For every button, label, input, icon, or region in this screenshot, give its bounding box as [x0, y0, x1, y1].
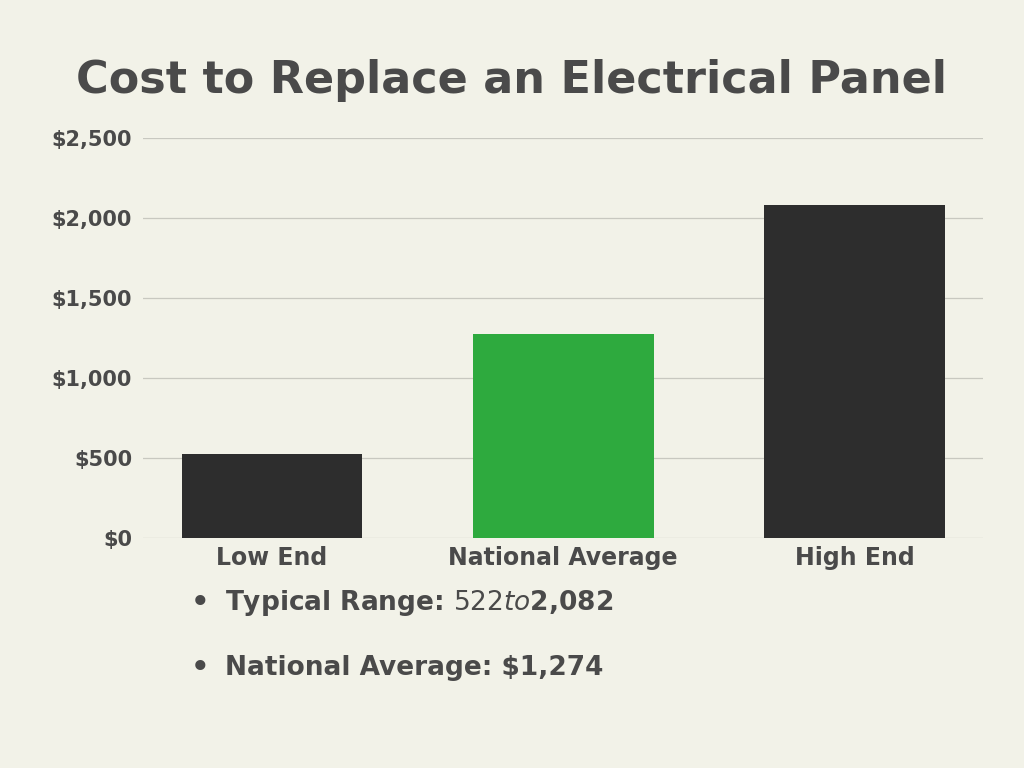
- Bar: [181, 454, 362, 538]
- Bar: [764, 205, 945, 538]
- Text: •: •: [189, 586, 210, 620]
- Bar: [473, 334, 653, 538]
- Text: Cost to Replace an Electrical Panel: Cost to Replace an Electrical Panel: [77, 59, 947, 102]
- Text: Typical Range: $522 to $2,082: Typical Range: $522 to $2,082: [225, 588, 613, 618]
- Text: •: •: [189, 651, 210, 685]
- Text: National Average: $1,274: National Average: $1,274: [225, 655, 604, 681]
